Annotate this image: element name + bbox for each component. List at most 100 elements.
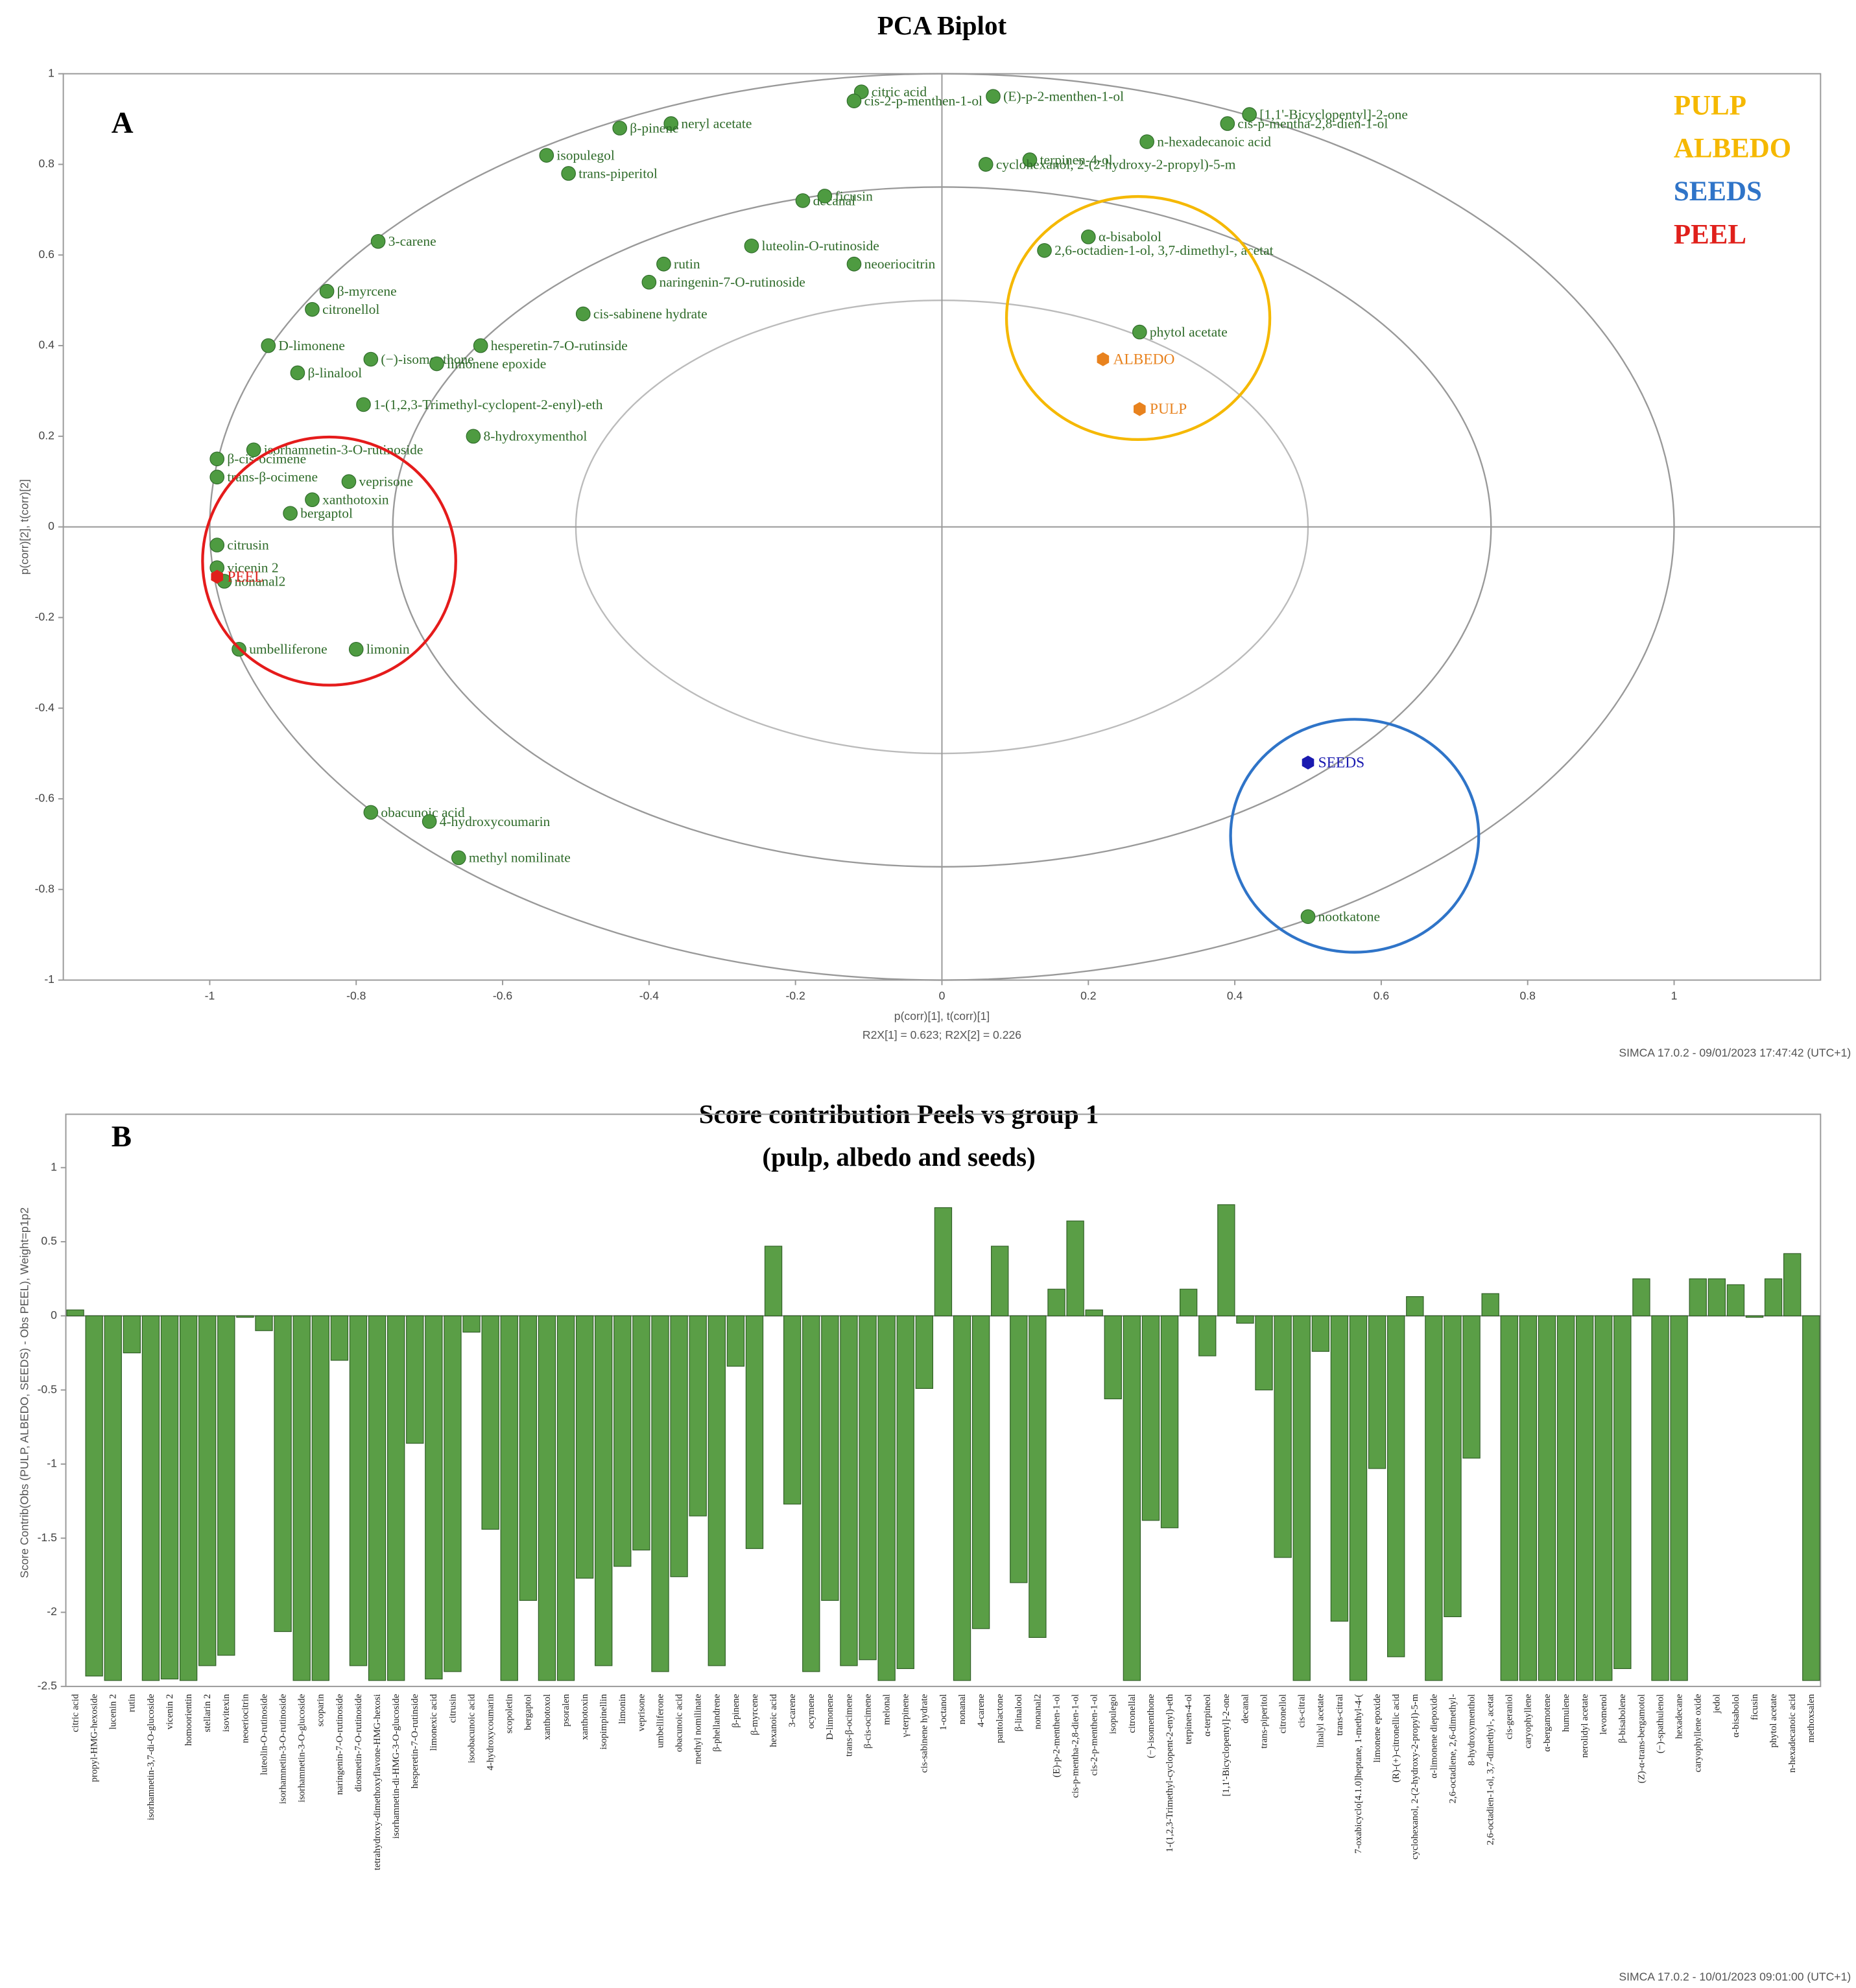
x-tick-label: melonal [882, 1694, 892, 1725]
panel-label: B [112, 1120, 132, 1154]
bar [651, 1315, 669, 1672]
point-label: luteolin-O-rutinoside [762, 238, 879, 254]
bar [745, 1315, 764, 1549]
variable-point [290, 365, 305, 381]
bar [1330, 1315, 1349, 1622]
variable-point [305, 492, 320, 508]
bar [1085, 1309, 1103, 1316]
y-tick-label: -1 [47, 1457, 57, 1470]
bar [1670, 1315, 1688, 1681]
bar [595, 1315, 613, 1666]
x-tick-label: γ-terpinene [901, 1694, 911, 1738]
variable-point [986, 89, 1001, 104]
point-label: bergaptol [300, 506, 353, 521]
point-label: phytol acetate [1150, 324, 1228, 340]
variable-point [641, 274, 657, 290]
x-tick-label: stellarin 2 [202, 1694, 213, 1733]
x-tick-label: decanal [1240, 1694, 1250, 1723]
point-label: citronellol [322, 302, 379, 317]
bar [821, 1315, 839, 1601]
x-tick-label: nerolidyl acetate [1580, 1694, 1590, 1758]
bar [1255, 1315, 1273, 1391]
point-label: 2,6-octadien-1-ol, 3,7-dimethyl-, acetat [1054, 243, 1273, 258]
variable-point [817, 189, 833, 204]
x-tick-label: isorhamnetin-3,7-di-O-glucoside [146, 1694, 156, 1820]
x-tick-label: scoparin [316, 1694, 326, 1727]
x-tick-label: 7-oxabicyclo[4.1.0]heptane, 1-methyl-4-( [1353, 1694, 1364, 1854]
x-tick-label: linalyl acetate [1316, 1694, 1326, 1747]
x-tick-label: isorhamnetin-di-HMG-3-O-glucoside [391, 1694, 401, 1839]
group-circle [1005, 195, 1272, 442]
point-label: xanthotoxin [322, 492, 389, 508]
y-tick-label: 0 [48, 519, 54, 532]
x-tick-label: β-pinene [731, 1694, 741, 1727]
bar [406, 1315, 424, 1444]
x-tick-label: -0.2 [786, 989, 805, 1002]
x-tick-label: veprisone [636, 1694, 647, 1731]
x-tick-label: limonene epoxide [1372, 1694, 1383, 1762]
y-tick-label: -2.5 [38, 1679, 57, 1692]
bar [934, 1207, 953, 1316]
bar [1556, 1315, 1575, 1681]
bar [1444, 1315, 1462, 1618]
point-label: 3-carene [388, 233, 436, 249]
bar [708, 1315, 726, 1666]
x-tick-label: limonexic acid [429, 1694, 439, 1751]
point-label: (E)-p-2-menthen-1-ol [1003, 89, 1124, 104]
x-tick-label: xanthotoxol [542, 1694, 553, 1740]
point-label: limonin [366, 641, 410, 657]
bar [330, 1315, 349, 1361]
bar [726, 1315, 745, 1367]
x-tick-label: (Z)-α-trans-bergamotol [1636, 1694, 1647, 1784]
bar [538, 1315, 556, 1681]
bar [1179, 1288, 1198, 1316]
x-tick-label: psoralen [561, 1694, 571, 1727]
x-tick-label: isorhamnetin-3-O-rutinoside [278, 1694, 288, 1804]
x-tick-label: lucenin 2 [108, 1694, 119, 1730]
bar [1613, 1315, 1632, 1670]
x-tick-label: isoobacunoic acid [466, 1694, 477, 1763]
x-tick-label: cis-2-p-menthen-1-ol [1089, 1694, 1100, 1776]
x-tick-label: naringenin-7-O-rutinoside [335, 1694, 345, 1795]
bar [1595, 1315, 1613, 1681]
x-tick-label: homoorientin [184, 1694, 194, 1745]
x-tick-label: trans-piperitol [1259, 1694, 1269, 1749]
bar [1217, 1204, 1235, 1316]
bar [1292, 1315, 1311, 1681]
x-tick-label: rutin [127, 1694, 137, 1712]
x-tick-label: xanthotoxin [580, 1694, 590, 1740]
x-tick-label: isopimpinellin [599, 1694, 609, 1749]
point-label: β-linalool [308, 365, 363, 381]
point-label: n-hexadecanoic acid [1157, 134, 1271, 149]
bar [1368, 1315, 1386, 1469]
point-label: D-limonene [278, 338, 345, 353]
variable-point [1037, 243, 1052, 258]
variable-point [575, 306, 591, 322]
variable-point [363, 805, 379, 820]
point-label: vicenin 2 [227, 560, 278, 575]
x-tick-label: hexadecane [1674, 1694, 1685, 1739]
bar [877, 1315, 896, 1681]
y-axis-label: Score Contrib(Obs (PULP, ALBEDO, SEEDS) … [18, 1207, 31, 1578]
panel-label: A [112, 106, 134, 140]
x-tick-label: citrusin [447, 1694, 458, 1723]
y-tick-label: 0.4 [39, 338, 55, 351]
plot: -2.5 -2 -1.5 -1 -0.5 0 0.5 1 citric acid propyl-H… [38, 1113, 1822, 1870]
bar [1104, 1315, 1122, 1399]
bar [368, 1315, 387, 1681]
variable-point [1132, 324, 1147, 340]
x-tick-label: limonin [617, 1694, 628, 1724]
point-label: isorhamnetin-3-O-rutinoside [264, 442, 423, 458]
x-tick-label: ficusin [1750, 1694, 1760, 1720]
variable-point [1139, 134, 1154, 149]
bar [1047, 1288, 1065, 1316]
bar [764, 1246, 783, 1316]
legend-entry: PEEL [1674, 219, 1746, 250]
x-tick-label: hesperetin-7-O-rutinside [410, 1694, 420, 1788]
x-tick-label: 0 [939, 989, 946, 1002]
x-tick-label: citronellol [1278, 1694, 1289, 1734]
bar [519, 1315, 538, 1601]
bar [953, 1315, 971, 1681]
x-tick-label: 2,6-octadiene, 2,6-dimethyl- [1447, 1694, 1458, 1804]
